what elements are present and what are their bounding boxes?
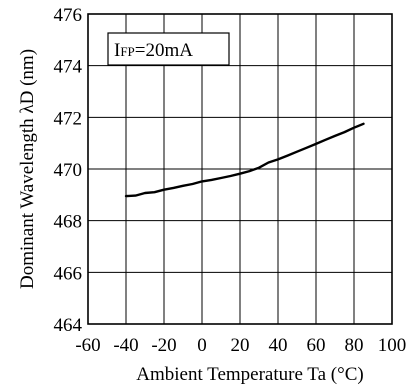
annotation-suffix: =20mA [135, 40, 193, 61]
x-tick-label: 40 [269, 335, 288, 356]
annotation-box [107, 32, 230, 66]
x-tick-label: 20 [231, 335, 250, 356]
annotation-prefix: I [114, 40, 120, 61]
y-axis-label: Dominant Wavelength λD (nm) [17, 49, 38, 289]
x-tick-label: 0 [197, 335, 207, 356]
y-tick-label: 470 [54, 160, 83, 181]
y-tick-labels: 464 466 468 470 472 474 476 [54, 5, 83, 336]
series-line [124, 122, 365, 198]
x-tick-label: -40 [113, 335, 138, 356]
y-tick-label: 472 [54, 108, 83, 129]
annotation-group: IFP=20mA [107, 32, 230, 66]
x-tick-label: -60 [75, 335, 100, 356]
series-layer [124, 122, 365, 198]
plot-frame [87, 13, 393, 325]
y-tick-label: 468 [54, 212, 83, 233]
y-tick-label: 466 [54, 263, 83, 284]
x-tick-label: -20 [151, 335, 176, 356]
y-tick-label: 474 [54, 57, 83, 78]
annotation-label: IFP=20mA [114, 40, 193, 61]
x-tick-labels: -60 -40 -20 0 20 40 60 80 100 [75, 335, 406, 356]
grid [88, 14, 392, 324]
x-tick-label: 80 [345, 335, 364, 356]
x-tick-label: 60 [307, 335, 326, 356]
annotation-subscript: FP [120, 44, 134, 59]
y-tick-label: 464 [54, 315, 83, 336]
y-tick-label: 476 [54, 5, 83, 26]
x-axis-label: Ambient Temperature Ta (°C) [136, 364, 363, 385]
x-tick-label: 100 [378, 335, 407, 356]
